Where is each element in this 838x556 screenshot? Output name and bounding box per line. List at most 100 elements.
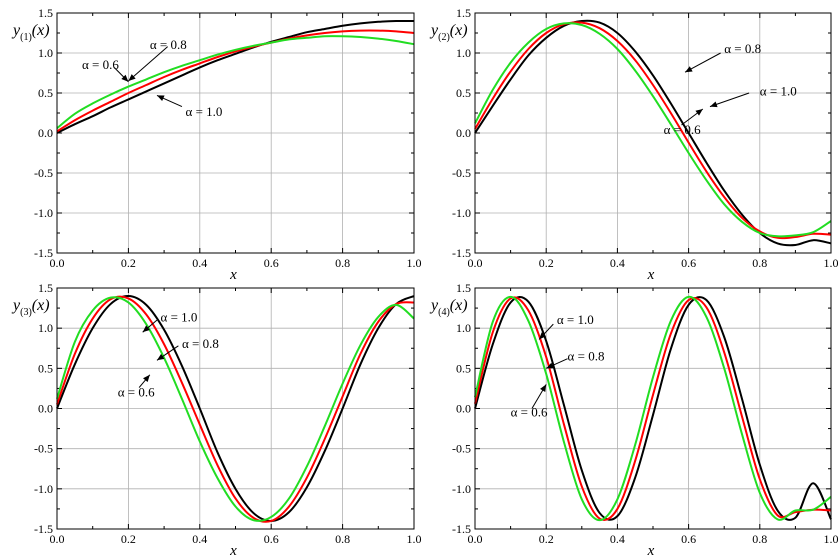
panel-2-x-tick-label: 0.4 <box>610 256 625 270</box>
panel-4-series-alpha-1 <box>474 295 832 521</box>
panel-2-x-tick-label: 1.0 <box>824 256 838 270</box>
panel-4-y-tick-label: 1.5 <box>456 281 471 295</box>
panel-4-series-alpha-0-8 <box>474 296 832 521</box>
panel-4-y-tick-label: -1.5 <box>452 522 471 536</box>
panel-1-annotation-arrowhead <box>156 95 165 102</box>
panel-1-y-axis-label: y(1)(x) <box>11 22 50 43</box>
panel-1-x-tick-label: 1.0 <box>407 256 422 270</box>
panel-3-x-tick-label: 0.8 <box>335 532 350 546</box>
panel-3-y-tick-label: 0.0 <box>38 402 53 416</box>
panel-4-y-tick-label: -1.0 <box>452 482 471 496</box>
panel-2-y-tick-label: 0.0 <box>456 126 471 140</box>
panel-1-x-tick-label: 0.0 <box>50 256 65 270</box>
panel-3: 0.0 0.2 0.4 0.6 0.8 1.0 -1.5 -1.0 -0.5 0.0 0.5 1.0 1… <box>11 281 422 556</box>
panel-2-series-alpha-1 <box>474 19 832 247</box>
panel-2-annotation-label: α = 1.0 <box>760 83 797 98</box>
panel-1-x-tick-label: 0.8 <box>335 256 350 270</box>
panel-2-frame <box>474 12 832 254</box>
panel-1-y-tick-label: 1.0 <box>38 46 53 60</box>
panel-2: 0.0 0.2 0.4 0.6 0.8 1.0 -1.5 -1.0 -0.5 0.0 0.5 1.0 1… <box>429 6 838 283</box>
panel-4-annotation-arrowhead <box>539 332 547 340</box>
panel-2-annotation-arrowhead <box>695 109 703 116</box>
panel-3-frame <box>56 287 415 530</box>
panel-1-series-alpha-0-6 <box>56 35 415 129</box>
panel-2-y-tick-label: 1.5 <box>456 6 471 20</box>
panel-3-x-tick-label: 0.0 <box>50 532 65 546</box>
panel-4-frame <box>474 287 832 530</box>
panel-4-x-axis-label: x <box>647 543 655 556</box>
panel-3-annotation-label: α = 0.6 <box>118 384 155 399</box>
panel-1: 0.0 0.2 0.4 0.6 0.8 1.0 -1.5 -1.0 -0.5 0.0 0.5 1.0 1… <box>11 6 422 283</box>
panel-4-series-alpha-0-6 <box>474 295 832 522</box>
panel-4-x-tick-label: 0.8 <box>752 532 767 546</box>
panel-4-x-tick-label: 1.0 <box>824 532 838 546</box>
panel-4-x-tick-label: 0.0 <box>468 532 483 546</box>
panel-1-series-alpha-1 <box>56 19 415 134</box>
panel-2-y-tick-label: 0.5 <box>456 86 471 100</box>
panel-1-x-tick-label: 0.4 <box>192 256 207 270</box>
panel-2-series-alpha-0-6 <box>474 22 832 238</box>
panel-3-series-alpha-0-6 <box>56 296 415 522</box>
panel-3-y-tick-label: 1.0 <box>38 321 53 335</box>
panel-3-annotation-arrowhead <box>143 374 150 383</box>
panel-2-y-axis-label: y(2)(x) <box>429 22 468 43</box>
panel-2-annotation-label: α = 0.6 <box>664 122 701 137</box>
panel-2-x-tick-label: 0.2 <box>539 256 554 270</box>
panel-4-annotation-label: α = 0.8 <box>568 348 605 363</box>
panel-1-y-tick-label: 0.0 <box>38 126 53 140</box>
panel-2-annotation-label: α = 0.8 <box>724 41 761 56</box>
panel-1-annotation-label: α = 0.8 <box>150 37 187 52</box>
panel-3-x-tick-label: 0.6 <box>264 532 279 546</box>
panel-3-y-tick-label: 1.5 <box>38 281 53 295</box>
panel-4-y-tick-label: 1.0 <box>456 321 471 335</box>
panel-4-x-tick-label: 0.6 <box>681 532 696 546</box>
panel-4-x-tick-label: 0.4 <box>610 532 625 546</box>
panel-2-x-axis-label: x <box>647 267 655 283</box>
panel-3-x-tick-label: 0.2 <box>121 532 136 546</box>
panel-3-x-axis-label: x <box>229 543 237 556</box>
panel-4-y-tick-label: 0.5 <box>456 361 471 375</box>
panel-1-y-tick-label: -1.5 <box>34 246 53 260</box>
panel-2-y-tick-label: -1.5 <box>452 246 471 260</box>
panel-4-y-tick-label: -0.5 <box>452 442 471 456</box>
panel-3-annotation-arrowhead <box>156 353 165 361</box>
panel-3-annotation-label: α = 0.8 <box>182 336 219 351</box>
panel-4-annotation-label: α = 0.6 <box>511 405 548 420</box>
panel-4-x-tick-label: 0.2 <box>539 532 554 546</box>
panel-4: 0.0 0.2 0.4 0.6 0.8 1.0 -1.5 -1.0 -0.5 0.0 0.5 1.0 1… <box>429 281 838 556</box>
panel-1-y-tick-label: 0.5 <box>38 86 53 100</box>
panel-2-x-tick-label: 0.6 <box>681 256 696 270</box>
panel-4-y-tick-label: 0.0 <box>456 402 471 416</box>
panel-2-y-tick-label: 1.0 <box>456 46 471 60</box>
panel-2-x-tick-label: 0.0 <box>468 256 483 270</box>
panel-1-frame <box>56 12 415 254</box>
panel-1-x-axis-label: x <box>229 267 237 283</box>
panel-3-y-axis-label: y(3)(x) <box>11 297 50 318</box>
panel-2-annotation-arrowhead <box>709 101 718 108</box>
panel-3-annotation-arrowhead <box>142 325 150 333</box>
panel-1-y-tick-label: -1.0 <box>34 206 53 220</box>
panel-1-y-tick-label: 1.5 <box>38 6 53 20</box>
panel-4-annotation-arrowhead <box>540 384 547 392</box>
panel-3-y-tick-label: -1.0 <box>34 482 53 496</box>
panel-2-y-tick-label: -0.5 <box>452 166 471 180</box>
panel-1-annotation-arrowhead <box>121 74 129 82</box>
panel-1-annotation-label: α = 1.0 <box>186 104 223 119</box>
panel-1-annotation-arrow <box>128 46 168 82</box>
panel-3-x-tick-label: 1.0 <box>407 532 422 546</box>
panel-2-x-tick-label: 0.8 <box>752 256 767 270</box>
panel-4-annotation-label: α = 1.0 <box>557 312 594 327</box>
panel-3-y-tick-label: -0.5 <box>34 442 53 456</box>
panel-3-y-tick-label: -1.5 <box>34 522 53 536</box>
panel-4-annotation-arrowhead <box>546 362 554 369</box>
panel-1-annotation-label: α = 0.6 <box>82 57 119 72</box>
panel-4-y-axis-label: y(4)(x) <box>429 297 468 318</box>
panel-1-x-tick-label: 0.2 <box>121 256 136 270</box>
panel-1-y-tick-label: -0.5 <box>34 166 53 180</box>
panel-1-annotation-arrowhead <box>128 74 136 81</box>
panel-3-annotation-label: α = 1.0 <box>161 310 198 325</box>
panel-3-y-tick-label: 0.5 <box>38 361 53 375</box>
panel-1-series-alpha-0-8 <box>56 29 415 133</box>
panel-3-series-alpha-1 <box>56 295 415 522</box>
